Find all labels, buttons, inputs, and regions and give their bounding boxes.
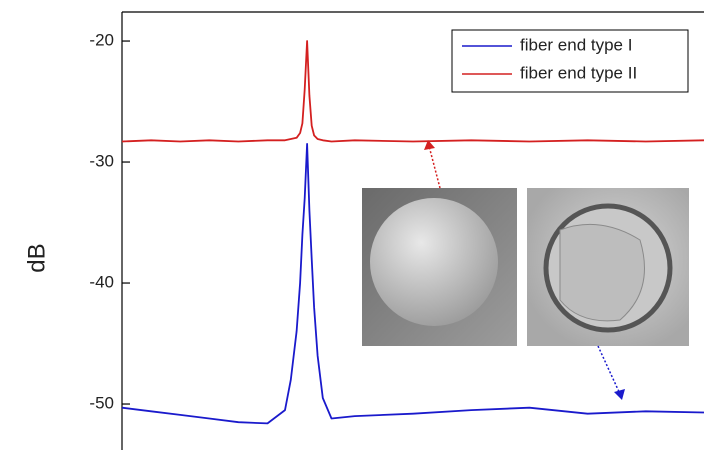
series-line xyxy=(121,40,704,143)
arrowhead-red xyxy=(424,140,435,150)
series-line xyxy=(121,143,704,425)
inset-photo-type-i xyxy=(527,188,689,346)
y-tick-label: -50 xyxy=(89,394,114,413)
y-tick-label: -40 xyxy=(89,273,114,292)
legend-label: fiber end type I xyxy=(520,35,632,54)
arrow-red xyxy=(428,145,441,189)
arrowhead-blue xyxy=(614,389,625,400)
y-tick-label: -20 xyxy=(89,31,114,50)
inset-photo-type-ii xyxy=(362,188,517,346)
legend-label: fiber end type II xyxy=(520,63,637,82)
legend: fiber end type I fiber end type II xyxy=(451,29,689,93)
y-axis-label: dB xyxy=(23,243,50,272)
arrow-blue xyxy=(597,345,621,395)
y-tick-label: -30 xyxy=(89,152,114,171)
